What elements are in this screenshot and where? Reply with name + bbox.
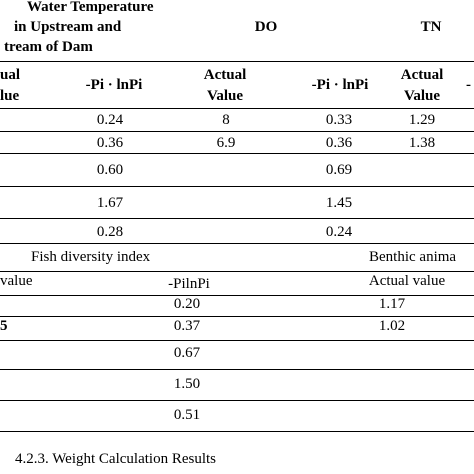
table2-header-rule: [0, 271, 474, 272]
header-water-temperature-line1: Water Temperature: [27, 0, 154, 15]
t1-row2-do-pilnpi: 0.36: [325, 135, 353, 151]
subheader-value-fragment: value: [0, 273, 33, 289]
header-water-temperature-line2: in Upstream and: [14, 19, 122, 35]
subheader-actual-value-2-line1: Actual: [400, 67, 444, 83]
t1-row-rule: [0, 153, 474, 154]
subheader-pi-ln-pi-2: -Pi · lnPi: [311, 77, 369, 93]
t2-row1-benthic-actual: 1.17: [378, 296, 406, 312]
section-heading: 4.2.3. Weight Calculation Results: [15, 451, 216, 467]
t2-row-rule: [0, 400, 474, 401]
subheader-benthic-actual-value: Actual value: [368, 273, 446, 289]
t1-row2-pilnpi: 0.36: [96, 135, 124, 151]
t1-row2-do-actual: 6.9: [216, 135, 236, 151]
t2-row2-benthic-actual: 1.02: [378, 318, 406, 334]
t2-row-rule: [0, 340, 474, 341]
t2-row4-pilnpi: 1.50: [173, 376, 201, 392]
table2-bottom-rule: [0, 431, 474, 432]
subheader-actual-value-2-line2: Value: [403, 88, 441, 104]
t1-row4-pilnpi: 1.67: [96, 195, 124, 211]
header-fish-diversity-index: Fish diversity index: [31, 249, 151, 265]
t1-row1-pilnpi: 0.24: [96, 112, 124, 128]
subheader-actual-fragment-line2: lue: [0, 88, 20, 104]
header-do: DO: [254, 19, 278, 35]
table1-header-rule: [0, 61, 474, 62]
t1-row-rule: [0, 131, 474, 132]
header-benthic-animal: Benthic anima: [369, 249, 457, 265]
subheader-trailing-dash: -: [466, 77, 471, 93]
header-tn: TN: [420, 19, 442, 35]
subheader-pi-ln-pi-1: -Pi · lnPi: [85, 77, 143, 93]
table2-subheader-rule: [0, 295, 474, 296]
t2-row5-pilnpi: 0.51: [173, 407, 201, 423]
t2-row2-stub: 5: [0, 318, 8, 334]
t2-row3-pilnpi: 0.67: [173, 345, 201, 361]
subheader-actual-value-1-line2: Value: [206, 88, 244, 104]
t1-row1-tn-actual: 1.29: [408, 112, 436, 128]
t1-row3-pilnpi: 0.60: [96, 162, 124, 178]
subheader-pilnpi: -PilnPi: [168, 276, 210, 292]
t2-row-rule: [0, 316, 474, 317]
table1-subheader-rule: [0, 108, 474, 109]
table1-bottom-rule: [0, 243, 474, 244]
t2-row-rule: [0, 369, 474, 370]
t1-row2-tn-actual: 1.38: [408, 135, 436, 151]
t1-row4-do-pilnpi: 1.45: [325, 195, 353, 211]
t2-row2-pilnpi: 0.37: [173, 318, 201, 334]
t1-row5-pilnpi: 0.28: [96, 224, 124, 240]
t1-row5-do-pilnpi: 0.24: [325, 224, 353, 240]
subheader-actual-value-1-line1: Actual: [203, 67, 247, 83]
t1-row1-do-actual: 8: [222, 112, 230, 128]
t1-row1-do-pilnpi: 0.33: [325, 112, 353, 128]
subheader-actual-fragment-line1: ual: [0, 67, 21, 83]
header-water-temperature-line3: tream of Dam: [4, 39, 93, 55]
t1-row-rule: [0, 186, 474, 187]
t1-row-rule: [0, 218, 474, 219]
t2-row1-pilnpi: 0.20: [173, 296, 201, 312]
t1-row3-do-pilnpi: 0.69: [325, 162, 353, 178]
